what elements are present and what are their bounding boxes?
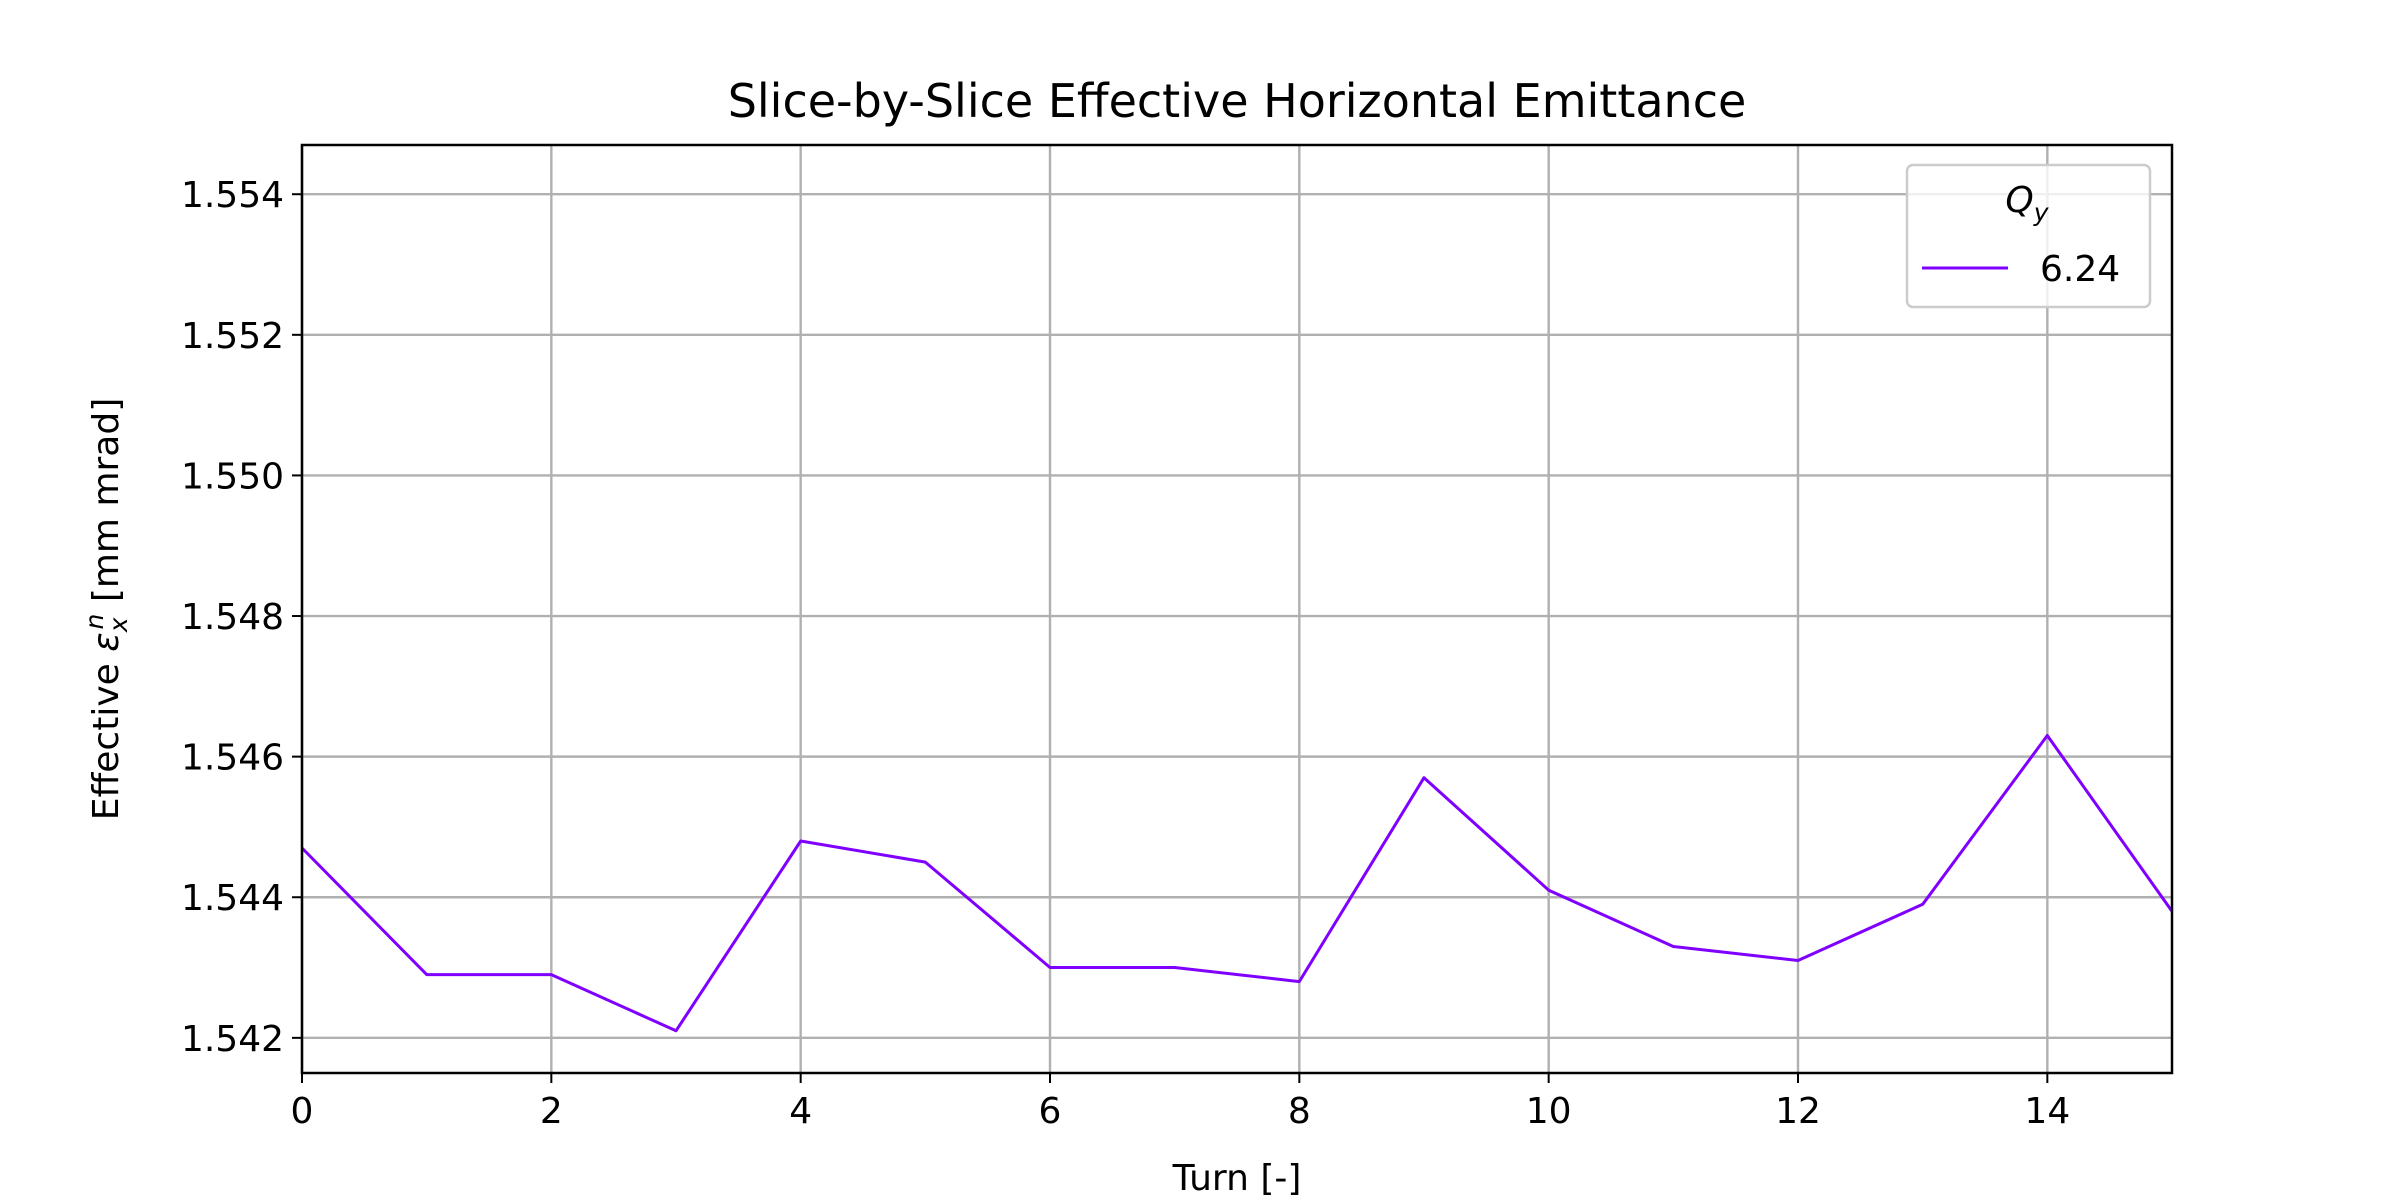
x-tick-label: 14 bbox=[2024, 1091, 2070, 1132]
y-axis-label-suffix: [mm mrad] bbox=[86, 398, 127, 614]
x-tick-label: 2 bbox=[540, 1091, 563, 1132]
y-tick-label: 1.554 bbox=[181, 175, 284, 216]
y-axis-label-subscript: x bbox=[104, 617, 133, 633]
legend-title: Qy bbox=[2005, 180, 2049, 227]
y-tick-label: 1.544 bbox=[181, 878, 284, 919]
y-tick-label: 1.546 bbox=[181, 738, 284, 779]
plot-frame bbox=[300, 143, 2174, 1075]
x-tick-label: 12 bbox=[1775, 1091, 1821, 1132]
y-axis-label-superscript: n bbox=[80, 614, 109, 630]
legend: Qy 6.24 bbox=[1905, 163, 2152, 309]
legend-box bbox=[1905, 163, 2152, 309]
y-axis-label: Effective εxn [mm mrad] bbox=[80, 398, 133, 821]
x-tick-label: 0 bbox=[291, 1091, 314, 1132]
y-axis-label-prefix: Effective bbox=[86, 652, 127, 821]
y-tick-label: 1.552 bbox=[181, 316, 284, 357]
x-axis-label: Turn [-] bbox=[1172, 1158, 1302, 1199]
y-tick-label: 1.548 bbox=[181, 597, 284, 638]
series-line bbox=[300, 734, 2174, 1033]
legend-title-symbol: Q bbox=[2005, 180, 2033, 221]
legend-entry-label: 6.24 bbox=[2040, 249, 2120, 290]
y-tick-label: 1.550 bbox=[181, 456, 284, 497]
x-tick-label: 4 bbox=[789, 1091, 812, 1132]
x-tick-label: 10 bbox=[1526, 1091, 1572, 1132]
y-axis-label-symbol: ε bbox=[86, 632, 127, 651]
legend-title-subscript: y bbox=[2033, 198, 2050, 227]
x-tick-label: 6 bbox=[1039, 1091, 1062, 1132]
y-tick-label: 1.542 bbox=[181, 1019, 284, 1060]
chart-title: Slice-by-Slice Effective Horizontal Emit… bbox=[728, 74, 1747, 128]
ticks: 0 2 4 6 8 10 12 14 1.542 1.544 1.546 1.548 1.550 1.55… bbox=[181, 175, 2070, 1132]
x-tick-label: 8 bbox=[1288, 1091, 1311, 1132]
